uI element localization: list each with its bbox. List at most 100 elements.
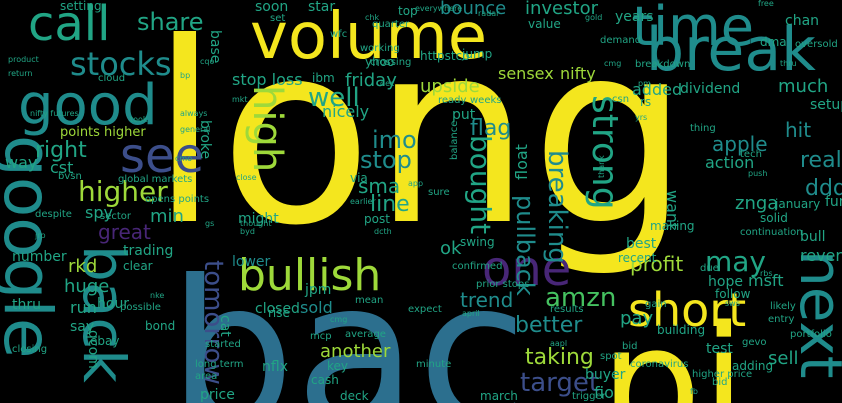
word-dividend: dividend [680,81,741,97]
word-sws: bid [712,377,728,388]
word-amzn: amzn [545,283,617,313]
word-pi: pi [600,291,747,403]
word-january: continuation [740,227,803,238]
word-portfolio: entry [768,314,795,325]
word-cqo: pm [638,79,651,88]
word-line: line [370,192,410,217]
word-ebay: nflx [262,359,288,375]
word-star: star [308,0,336,15]
word-thru: number [12,249,67,265]
word-thru-2: jrp [35,231,46,240]
word-closing: thru [12,297,41,313]
word-ddd: ddd [805,176,842,201]
word-number: despite [35,209,72,220]
word-added: added [632,80,683,99]
word-push: tech [740,149,762,160]
word-httpstco: float [512,144,531,180]
word-lower: lower [232,254,271,270]
word-cmo: cmg [330,315,348,324]
word-gs: cmo [175,154,193,163]
word-stop: stop [360,146,412,174]
word-earlier: thank [597,155,606,178]
word-stocks: stocks [70,45,172,83]
word-product: took [130,115,148,124]
word-long-term: area [195,371,218,382]
word-pay: pay [620,308,654,329]
word-cmg-2: sws [725,299,740,308]
word-ready: ready [438,95,467,106]
word-continuation: balance [449,120,460,160]
word-setting: setting [60,0,102,13]
word-general: nifty futures [30,109,79,118]
word-trading: qcom [85,330,101,369]
word-sold: sold [300,298,333,317]
word-global-markets: cloud [98,73,126,84]
word-took: demand [600,35,642,46]
word-value: chan [785,13,820,29]
word-bac: bac [168,238,528,403]
word-yhoo: yhoo [365,55,395,69]
word-flag: flag [470,116,512,141]
word-higher-price: coronavirus [630,359,689,370]
word-spy: spy [85,203,113,222]
word-bid: due [700,263,719,274]
word-march: key [327,359,349,373]
word-cash: price [200,387,235,403]
word-gevo: adding [732,359,774,373]
word-might: might [238,211,279,227]
word-quarter: crossing [370,57,412,68]
word-mcp: average [345,329,386,340]
word-cst: cst [50,158,74,177]
word-run: run [70,298,97,317]
word-bounce: bounce [440,0,507,19]
word-action: action [705,153,755,172]
word-follow: follow [715,287,751,301]
word-qcom: ebay [90,334,120,348]
word-april: gain [645,299,667,310]
word-results: confirmed [452,261,503,272]
word-working: deck [340,389,369,403]
word-share: share [137,8,204,36]
word-radar: weeks [470,95,502,106]
word-via: earlier [350,197,376,206]
word-next: next [787,250,842,379]
word-huge: huge [64,276,110,297]
word-close: always [180,109,208,118]
word-swing: swing [460,235,495,249]
word-due: rbs [760,269,773,278]
word-buyer: recent [618,251,657,265]
word-better: better [515,313,583,338]
word-high: high [244,85,290,173]
word-well: well [308,83,360,113]
word-deck: cash [311,373,339,387]
word-fb: aapl [550,339,568,348]
word-stop-loss: stop loss [232,70,303,89]
word-much: much [778,76,829,97]
word-real: real [800,148,842,173]
word-say: say [70,319,95,335]
word-free: gold [585,13,603,22]
word-breaking: breaking [542,150,572,264]
word-taking: taking [525,345,594,370]
word-nifty: nifty [560,64,596,83]
word-key: rise [268,306,290,320]
word-rbs: csn [612,94,630,105]
word-chk: jump [462,47,493,61]
word-solid: solid [760,211,788,225]
word-always: general [180,125,211,134]
word-another: another [320,341,391,362]
word-demand: free [758,0,774,8]
word-reversal: fio [594,383,614,402]
word-good: good [18,73,158,138]
word-adding: higher price [692,369,753,380]
word-thank: push [748,169,768,178]
word-hit: hit [785,118,812,142]
word-min: min [150,206,184,227]
word-apple: apple [712,132,768,156]
word-msft: msft [748,271,784,290]
word-trigger: spot [600,351,622,362]
word-opens-points: global markets [118,174,193,185]
word-tech: thing [690,123,716,134]
word-sma: sma [358,174,401,198]
